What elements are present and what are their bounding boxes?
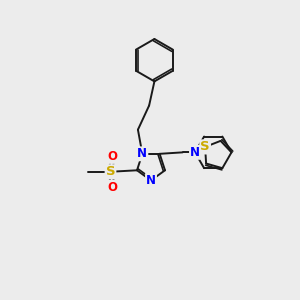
Text: O: O: [108, 150, 118, 163]
Text: N: N: [190, 146, 200, 159]
Text: O: O: [108, 181, 118, 194]
Text: N: N: [137, 147, 147, 160]
Text: S: S: [106, 165, 115, 178]
Text: S: S: [200, 140, 210, 153]
Text: N: N: [146, 174, 156, 187]
